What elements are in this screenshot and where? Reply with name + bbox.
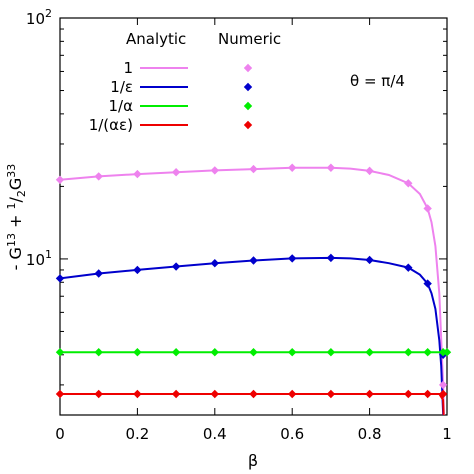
legend-label-inv-alpha-eps: 1/(αε): [89, 116, 133, 134]
x-tick-label: 0.2: [125, 425, 149, 443]
numeric-point-inv-alpha: [94, 348, 103, 357]
x-tick-label: 0: [55, 425, 65, 443]
numeric-point-inv-alpha: [365, 348, 374, 357]
legend-marker-inv-eps: [243, 82, 253, 92]
numeric-point-inv-alpha-eps: [133, 389, 142, 399]
numeric-point-one: [288, 163, 297, 172]
numeric-point-one: [404, 179, 413, 188]
x-tick-label: 0.6: [280, 425, 304, 443]
x-tick-label: 1: [442, 425, 452, 443]
numeric-point-inv-alpha: [249, 348, 258, 357]
x-tick-label: 0.4: [203, 425, 227, 443]
numeric-point-inv-alpha: [423, 348, 432, 357]
series-markers: [55, 163, 452, 399]
numeric-point-inv-alpha: [404, 348, 413, 357]
numeric-point-inv-alpha-eps: [365, 389, 374, 399]
numeric-point-one: [55, 175, 65, 185]
numeric-point-inv-alpha: [171, 348, 181, 357]
numeric-point-one: [438, 380, 448, 390]
numeric-point-inv-eps: [94, 269, 103, 278]
legend-label-inv-alpha: 1/α: [109, 97, 134, 115]
numeric-point-inv-eps: [171, 262, 181, 271]
numeric-point-inv-alpha-eps: [423, 389, 432, 399]
legend-marker-inv-alpha-eps: [243, 120, 253, 130]
numeric-point-inv-alpha-eps: [94, 389, 103, 399]
numeric-point-one: [249, 164, 258, 174]
analytic-line-inv-eps: [60, 256, 445, 415]
numeric-point-one: [171, 168, 181, 177]
numeric-point-one: [133, 169, 142, 179]
numeric-point-one: [365, 166, 374, 176]
numeric-point-inv-alpha: [133, 348, 142, 357]
x-tick-label: 0.8: [358, 425, 382, 443]
series-lines: [60, 166, 447, 415]
numeric-point-inv-alpha-eps: [210, 389, 219, 399]
numeric-point-inv-alpha-eps: [404, 389, 413, 399]
numeric-point-inv-alpha: [55, 348, 65, 357]
y-tick-label: 102: [26, 7, 52, 28]
numeric-point-one: [423, 204, 432, 213]
legend-label-one: 1: [123, 59, 133, 77]
numeric-point-inv-eps: [404, 263, 413, 272]
numeric-point-inv-alpha: [210, 348, 219, 357]
plot-frame: [59, 17, 448, 416]
numeric-point-inv-eps: [249, 256, 258, 265]
numeric-point-inv-alpha: [288, 348, 297, 357]
legend-marker-one: [243, 63, 253, 73]
numeric-point-inv-eps: [423, 279, 432, 288]
numeric-point-inv-eps: [210, 258, 219, 268]
numeric-point-one: [326, 163, 336, 172]
y-axis-label: - G13 + 1/2G33: [5, 164, 28, 271]
legend-marker-inv-alpha: [243, 101, 253, 111]
legend: Analytic Numeric 11/ε1/α1/(αε): [89, 30, 281, 134]
theta-annotation: θ = π/4: [350, 72, 405, 90]
y-tick-label: 101: [26, 248, 52, 269]
numeric-point-inv-eps: [133, 265, 142, 275]
numeric-point-inv-eps: [326, 253, 336, 263]
legend-header-analytic: Analytic: [126, 30, 186, 48]
numeric-point-inv-alpha-eps: [288, 389, 297, 399]
numeric-point-one: [94, 172, 103, 181]
numeric-point-inv-eps: [288, 254, 297, 263]
numeric-point-inv-alpha-eps: [55, 389, 65, 399]
numeric-point-inv-alpha: [442, 348, 452, 357]
x-axis-label: β: [248, 451, 258, 470]
legend-header-numeric: Numeric: [218, 30, 281, 48]
legend-label-inv-eps: 1/ε: [110, 78, 133, 96]
analytic-line-inv-alpha-eps: [60, 393, 445, 415]
analytic-line-one: [60, 166, 445, 415]
numeric-point-inv-alpha: [326, 348, 336, 357]
numeric-point-inv-alpha-eps: [171, 389, 181, 399]
numeric-point-inv-eps: [365, 255, 374, 265]
numeric-point-inv-alpha-eps: [438, 389, 448, 399]
numeric-point-one: [210, 166, 219, 175]
numeric-point-inv-alpha-eps: [326, 389, 336, 399]
numeric-point-inv-eps: [55, 274, 65, 283]
numeric-point-inv-alpha-eps: [249, 389, 258, 399]
